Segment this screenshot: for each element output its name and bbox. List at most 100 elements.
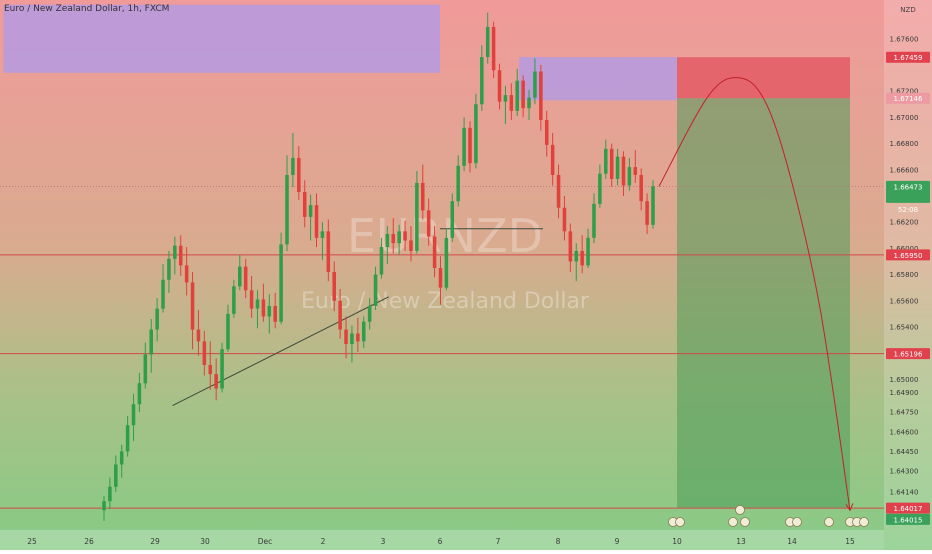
candle-body (297, 157, 301, 193)
price-tick: 1.65800 (890, 271, 919, 279)
candle (196, 309, 201, 356)
event-marker-icon[interactable] (792, 517, 802, 527)
event-markers[interactable] (668, 505, 869, 527)
candle-body (208, 364, 213, 375)
candle (173, 236, 177, 275)
candle (609, 143, 614, 187)
candle-body (361, 321, 366, 342)
candle-body (497, 70, 502, 102)
stop-loss-area[interactable] (677, 57, 850, 99)
event-marker-icon[interactable] (735, 505, 745, 515)
candle-body (291, 157, 295, 175)
candle-body (621, 156, 626, 186)
candle-body (509, 95, 514, 111)
candle-body (308, 205, 313, 217)
candle-body (149, 329, 153, 355)
event-marker-icon[interactable] (740, 517, 750, 527)
price-badge-text: 1.67146 (894, 95, 923, 103)
candle (592, 193, 596, 244)
candle-body (108, 486, 112, 502)
candle (243, 258, 248, 299)
projection-curve[interactable] (658, 77, 851, 511)
candle-body (474, 104, 478, 164)
candle (468, 121, 472, 173)
candle (249, 275, 254, 318)
candle (432, 226, 437, 278)
candle-body (102, 501, 106, 511)
position-tool[interactable] (677, 57, 850, 509)
candle (273, 292, 277, 329)
time-tick: 6 (438, 537, 443, 546)
candle-body (480, 57, 484, 105)
take-profit-area[interactable] (677, 98, 850, 509)
time-scale-panel (0, 530, 884, 550)
supply-zone-1[interactable] (3, 4, 441, 73)
candle-body (143, 354, 148, 384)
candle (338, 288, 342, 339)
bar-countdown: 52:08 (898, 206, 918, 214)
event-marker-icon[interactable] (859, 517, 869, 527)
candle (615, 148, 620, 186)
candle-body (202, 341, 207, 365)
projection-path[interactable] (658, 77, 854, 512)
candle-body (167, 258, 171, 280)
candle (403, 220, 407, 251)
candle-body (544, 119, 549, 145)
candle-body (119, 451, 124, 465)
price-tick: 1.64750 (890, 409, 919, 417)
price-badge-level: 1.64017 (886, 502, 930, 514)
candle-body (332, 271, 336, 301)
candle-body (491, 26, 496, 71)
candle (131, 393, 136, 441)
time-tick: 9 (615, 537, 620, 546)
event-marker-icon[interactable] (728, 517, 738, 527)
price-badge-level: 1.65196 (886, 348, 930, 360)
price-badge-bg (886, 249, 930, 261)
candle (125, 416, 130, 457)
event-marker-icon[interactable] (824, 517, 834, 527)
candle (627, 157, 632, 191)
candle-body (350, 333, 354, 344)
time-tick: 15 (845, 537, 855, 546)
candle (651, 180, 655, 229)
candle (391, 218, 396, 254)
time-tick: 26 (84, 537, 94, 546)
price-tick: 1.66800 (890, 140, 919, 148)
candle (533, 58, 537, 105)
candle (562, 195, 567, 241)
currency-label: NZD (900, 6, 915, 14)
time-tick: 2 (321, 537, 326, 546)
candle-body (379, 247, 384, 275)
candle-body (302, 192, 307, 217)
price-badge-target: 1.64015 (886, 513, 930, 525)
candle (226, 304, 230, 352)
price-badge-bg (886, 502, 930, 514)
supply-zone-2[interactable] (519, 57, 677, 101)
candle (208, 341, 213, 390)
candle-body (403, 231, 407, 241)
candle (438, 256, 443, 305)
candle (232, 279, 236, 318)
candle-body (533, 71, 537, 98)
price-badge-faint: 1.67146 (886, 92, 930, 104)
trendlines[interactable] (172, 228, 544, 406)
candle (356, 317, 360, 352)
candle-body (651, 186, 655, 225)
time-tick: 29 (150, 537, 160, 546)
projection-arrowhead[interactable] (845, 503, 854, 512)
event-marker-icon[interactable] (675, 517, 685, 527)
candle (527, 89, 531, 120)
trendline-1[interactable] (172, 296, 389, 406)
candle (539, 64, 543, 131)
candle (102, 495, 106, 521)
candle (450, 193, 455, 242)
chart-title: Euro / New Zealand Dollar, 1h, FXCM (4, 4, 170, 14)
candle (344, 316, 348, 359)
candle (161, 264, 165, 313)
candle (604, 139, 608, 179)
candle-body (155, 308, 159, 330)
price-badge-current: 1.66473 (886, 180, 930, 203)
candle-body (385, 233, 390, 248)
candle-body (527, 97, 531, 109)
